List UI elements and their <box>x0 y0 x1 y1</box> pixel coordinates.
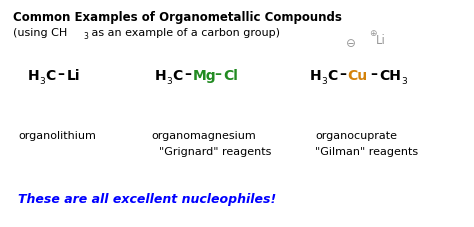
Text: C: C <box>46 69 56 83</box>
Text: "Gilman" reagents: "Gilman" reagents <box>315 146 418 156</box>
Text: H: H <box>28 69 40 83</box>
Text: organomagnesium: organomagnesium <box>151 131 256 140</box>
Text: 3: 3 <box>39 77 45 86</box>
Text: 3: 3 <box>321 77 327 86</box>
Text: Cl: Cl <box>224 69 238 83</box>
Text: –: – <box>57 67 64 81</box>
Text: These are all excellent nucleophiles!: These are all excellent nucleophiles! <box>18 193 276 206</box>
Text: as an example of a carbon group): as an example of a carbon group) <box>88 28 280 38</box>
Text: ⊕: ⊕ <box>369 29 376 38</box>
Text: H: H <box>155 69 167 83</box>
Text: 3: 3 <box>401 77 407 86</box>
Text: –: – <box>184 67 191 81</box>
Text: C: C <box>173 69 183 83</box>
Text: CH: CH <box>379 69 401 83</box>
Text: –: – <box>215 67 221 81</box>
Text: Li: Li <box>67 69 81 83</box>
Text: 3: 3 <box>83 32 88 41</box>
Text: Cu: Cu <box>347 69 368 83</box>
Text: (using CH: (using CH <box>13 28 67 38</box>
Text: "Grignard" reagents: "Grignard" reagents <box>159 146 272 156</box>
Text: organolithium: organolithium <box>18 131 96 140</box>
Text: organocuprate: organocuprate <box>315 131 397 140</box>
Text: 3: 3 <box>166 77 172 86</box>
Text: C: C <box>328 69 338 83</box>
Text: –: – <box>339 67 346 81</box>
Text: H: H <box>310 69 322 83</box>
Text: ⊖: ⊖ <box>346 37 356 50</box>
Text: Mg: Mg <box>192 69 216 83</box>
Text: Li: Li <box>376 34 386 47</box>
Text: –: – <box>370 67 377 81</box>
Text: Common Examples of Organometallic Compounds: Common Examples of Organometallic Compou… <box>13 11 342 24</box>
